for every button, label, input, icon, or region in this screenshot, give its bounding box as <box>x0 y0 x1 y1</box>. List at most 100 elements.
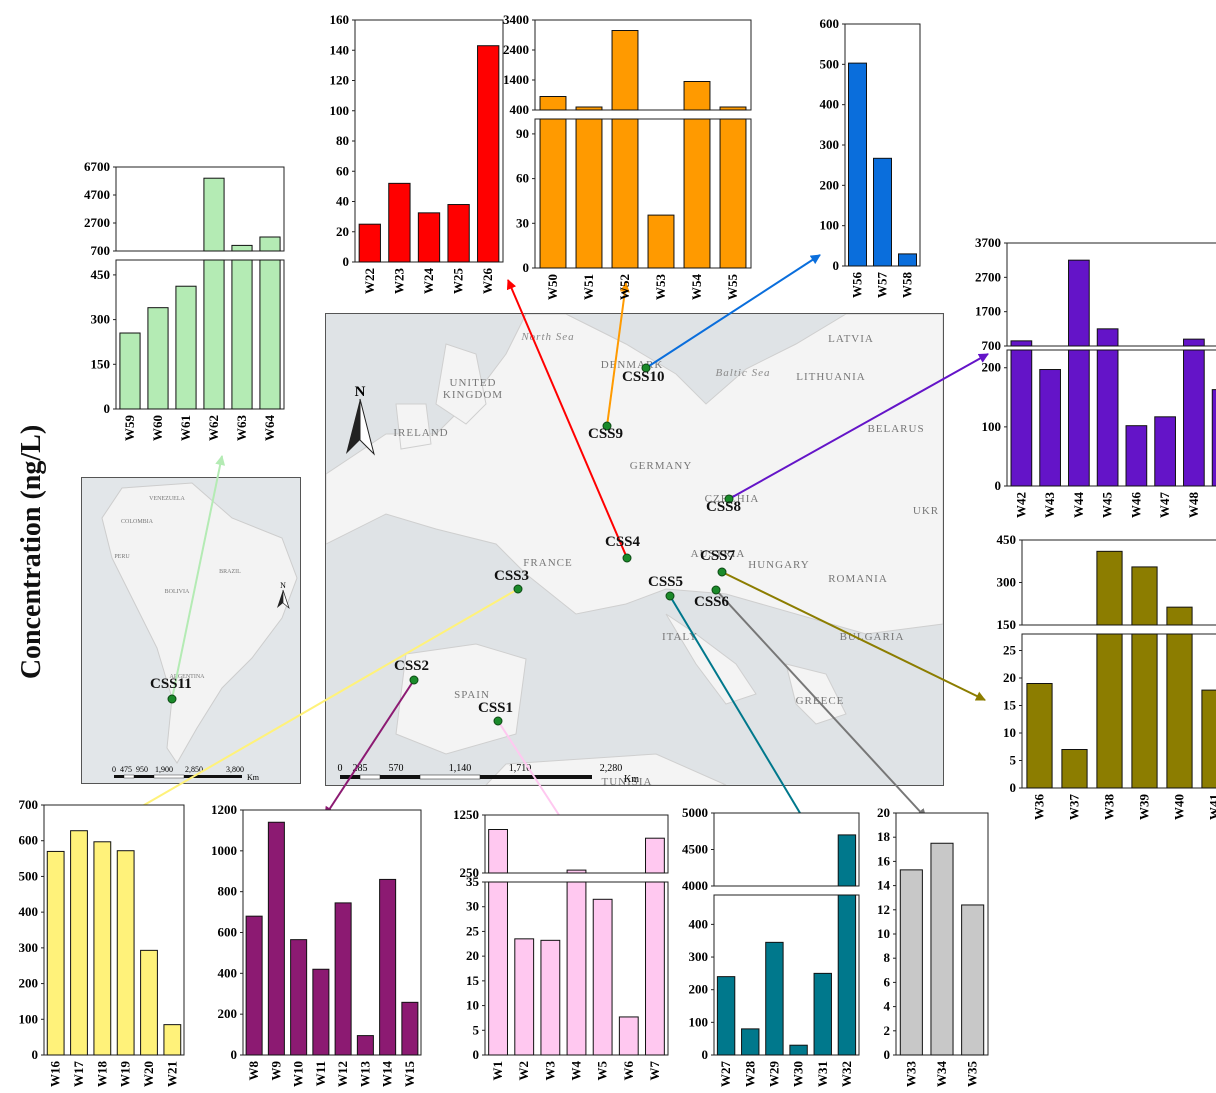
y-tick-label: 100 <box>330 103 350 118</box>
upper-plot-frame <box>484 814 669 874</box>
connector-arrow <box>171 455 226 700</box>
bar <box>1039 369 1061 487</box>
upper-plot-frame <box>534 19 752 111</box>
site-label: CSS1 <box>478 700 513 716</box>
y-tick-label: 200 <box>689 982 709 997</box>
bar <box>592 898 613 1056</box>
x-tick-label: W16 <box>48 1061 63 1088</box>
x-tick-label: W41 <box>1207 794 1216 820</box>
bar-upper <box>231 244 253 252</box>
y-tick-label: 60 <box>336 163 349 178</box>
bar <box>716 976 736 1056</box>
y-tick-label: 5 <box>1010 753 1017 768</box>
bar <box>645 881 665 1056</box>
x-tick-label: W31 <box>815 1061 830 1087</box>
x-tick-label: W54 <box>689 274 704 301</box>
y-tick-label: 200 <box>820 177 840 192</box>
y-tick-label: 1000 <box>211 843 237 858</box>
x-tick-label: W37 <box>1067 794 1082 821</box>
y-tick-label: 16 <box>877 853 891 868</box>
x-tick-label: W12 <box>335 1061 350 1087</box>
y-tick-label: 300 <box>997 575 1017 590</box>
bar <box>575 118 603 269</box>
country-label: KINGDOM <box>443 389 503 401</box>
bar-upper <box>719 106 747 111</box>
bar <box>539 118 567 269</box>
y-tick-label: 20 <box>466 948 479 963</box>
y-tick-label: 300 <box>689 949 709 964</box>
scale-tick-label: 1,140 <box>449 763 472 774</box>
scale-tick-label: 3,800 <box>226 765 244 774</box>
bar <box>899 869 923 1056</box>
y-tick-label: 90 <box>516 126 529 141</box>
europe-scale-labels: 0 285 570 1,140 1,710 2,280 <box>338 763 623 774</box>
y-tick-label: 0 <box>523 260 530 275</box>
x-tick-label: W11 <box>313 1061 328 1086</box>
x-tick-label: W2 <box>516 1061 531 1081</box>
bar <box>1061 749 1088 789</box>
y-tick-label: 140 <box>330 42 350 57</box>
bar <box>1201 689 1216 789</box>
x-tick-label: W50 <box>545 274 560 300</box>
connector-arrow <box>497 720 571 833</box>
y-tick-label: 0 <box>231 1047 238 1062</box>
y-tick-label: 150 <box>91 356 111 371</box>
y-tick-label: 400 <box>820 97 840 112</box>
x-tick-label: W9 <box>268 1061 283 1081</box>
x-tick-label: W21 <box>164 1061 179 1087</box>
bar-upper <box>645 837 665 874</box>
south-america-country-labels: VENEZUELA COLOMBIA PERU BRAZIL BOLIVIA ARGENT… <box>114 496 241 680</box>
site-label: CSS6 <box>694 594 730 610</box>
x-tick-label: W22 <box>362 268 377 294</box>
connector-arrow <box>324 679 415 817</box>
y-tick-label: 120 <box>330 73 350 88</box>
x-tick-label: W36 <box>1032 794 1047 821</box>
country-label: BULGARIA <box>840 631 905 643</box>
sa-north-label: N <box>280 581 286 590</box>
site-label: CSS10 <box>622 369 665 385</box>
y-tick-label: 600 <box>820 16 840 31</box>
y-tick-label: 2 <box>884 1023 891 1038</box>
y-tick-label: 200 <box>982 360 1002 375</box>
y-tick-label: 4700 <box>84 187 110 202</box>
sa-scale-unit: Km <box>247 773 260 782</box>
south-america-map: VENEZUELA COLOMBIA PERU BRAZIL BOLIVIA ARGENT… <box>81 477 301 784</box>
bar <box>848 62 867 267</box>
bar-upper <box>566 869 587 874</box>
y-tick-label: 40 <box>336 194 349 209</box>
y-tick-label: 25 <box>1003 643 1017 658</box>
y-tick-label: 18 <box>877 829 891 844</box>
y-tick-label: 20 <box>336 224 349 239</box>
bar <box>1166 633 1193 789</box>
x-tick-label: W4 <box>569 1061 584 1081</box>
x-tick-label: W33 <box>903 1061 918 1088</box>
x-tick-label: W63 <box>234 415 249 442</box>
north-label: N <box>355 384 366 400</box>
bar-upper <box>1166 606 1193 626</box>
site-label: CSS4 <box>605 534 641 550</box>
scale-tick-label: 1,710 <box>509 763 532 774</box>
x-tick-label: W56 <box>850 272 865 299</box>
bar <box>358 223 381 263</box>
chart-css10: 0 100 200 300 400 500 600 W56 W57 W58 <box>820 16 921 298</box>
x-tick-label: W46 <box>1128 492 1143 519</box>
scale-tick-label: 2,850 <box>185 765 203 774</box>
y-tick-label: 0 <box>995 478 1002 493</box>
x-tick-label: W5 <box>595 1061 610 1081</box>
y-tick-label: 600 <box>218 925 238 940</box>
country-label: ROMANIA <box>828 573 888 585</box>
site-label: CSS11 <box>150 676 192 692</box>
x-tick-label: W30 <box>791 1061 806 1087</box>
country-label: BELARUS <box>867 423 924 435</box>
connector-arrow <box>645 254 821 369</box>
y-tick-label: 6700 <box>84 159 110 174</box>
bar-upper <box>259 236 281 252</box>
country-label: TUNISIA <box>602 776 653 785</box>
x-tick-label: W40 <box>1172 794 1187 820</box>
y-tick-label: 0 <box>833 258 840 273</box>
bar <box>873 157 892 267</box>
y-tick-label: 3400 <box>503 12 529 27</box>
x-tick-label: W61 <box>178 415 193 441</box>
y-tick-label: 30 <box>516 215 529 230</box>
